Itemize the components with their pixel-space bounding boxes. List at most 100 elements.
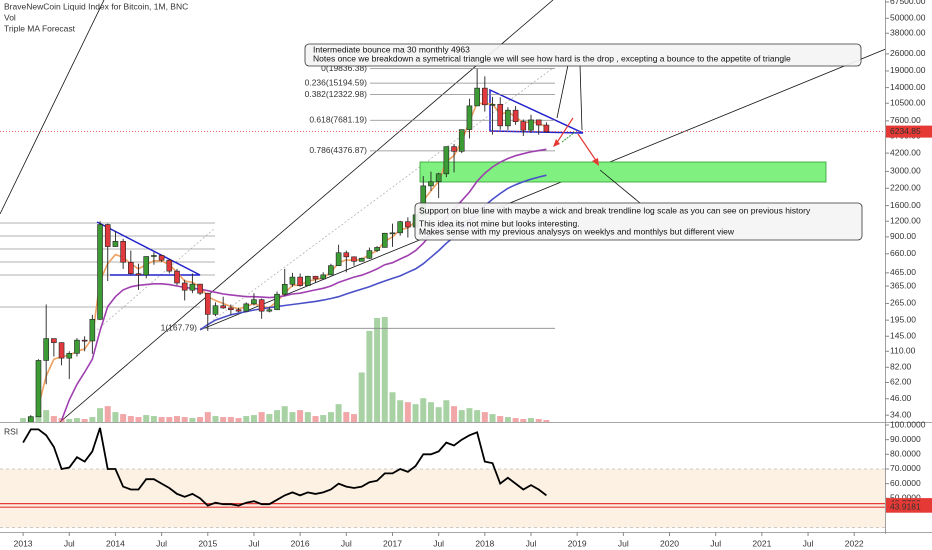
volume-bar	[35, 414, 42, 422]
candle-body	[312, 275, 319, 280]
candle-body	[451, 146, 457, 152]
candle-body	[212, 305, 219, 315]
volume-bar	[104, 406, 111, 422]
volume-bar	[528, 418, 534, 422]
candle-body	[97, 224, 103, 320]
rsi-level-label: 43.9181	[890, 501, 921, 511]
volume-bar	[374, 317, 381, 422]
y-tick-label: 145.00	[890, 331, 916, 341]
candle-body	[374, 247, 380, 251]
y-tick-label: 26000.00	[890, 48, 926, 58]
x-tick-label: Jul	[710, 538, 721, 548]
candle-body	[143, 256, 150, 276]
volume-bar	[497, 416, 504, 422]
note-text: Intermediate bounce ma 30 monthly 4963	[313, 44, 470, 54]
y-tick-label: 900.00	[890, 231, 916, 241]
y-tick-label: 19000.00	[890, 65, 926, 75]
candle-body	[258, 299, 265, 312]
x-tick-label: 2016	[291, 538, 310, 548]
candle-body	[220, 305, 226, 309]
volume-bar	[266, 414, 273, 422]
x-tick-label: Jul	[341, 538, 352, 548]
rsi-tick-label: 90.0000	[890, 434, 921, 444]
candle-body	[381, 232, 388, 248]
note-text: Support on blue line with maybe a wick a…	[419, 205, 811, 215]
volume-bar	[43, 410, 50, 422]
note-text: Makes sense with my previous analysys on…	[419, 226, 735, 236]
volume-bar	[150, 416, 157, 422]
volume-bar	[66, 419, 73, 422]
y-tick-label: 34.00	[890, 409, 912, 419]
rsi-pane	[0, 427, 885, 528]
volume-bar	[435, 407, 442, 422]
volume-label: Vol	[4, 12, 16, 22]
volume-bar	[489, 414, 496, 422]
candle-body	[297, 276, 303, 286]
candle-body	[104, 224, 111, 247]
rsi-level-box	[886, 501, 932, 513]
y-tick-label: 265.00	[890, 298, 916, 308]
x-tick-label: 2019	[568, 538, 587, 548]
rsi-line	[22, 427, 547, 507]
x-tick-label: Jul	[803, 538, 814, 548]
ma-line	[60, 148, 547, 421]
volume-bar	[135, 417, 142, 422]
y-tick-label: 82.00	[890, 362, 912, 372]
volume-bar	[458, 410, 465, 422]
candle-body	[489, 103, 496, 106]
volume-bar	[381, 317, 388, 422]
candle-body	[166, 259, 173, 272]
candle-body	[74, 339, 80, 354]
candle-body	[512, 109, 519, 122]
candle-body	[405, 221, 411, 228]
volume-bar	[474, 410, 481, 422]
price-pane: 0(19836.38) 0.236(15194.59) 0.382(12322.98…	[0, 63, 885, 465]
fib-label: 1(167.79)	[161, 323, 198, 333]
y-tick-label: 2200.00	[890, 183, 921, 193]
volume-bar	[204, 412, 211, 422]
y-tick-label: 7600.00	[890, 115, 921, 125]
y-tick-label: 14000.00	[890, 82, 926, 92]
volume-bar	[112, 412, 119, 422]
candle-body	[21, 444, 26, 465]
candle-body	[458, 129, 465, 152]
y-tick-label: 67500.00	[890, 0, 926, 6]
volume-bar	[174, 416, 180, 422]
x-tick-label: Jul	[618, 538, 629, 548]
candle-body	[174, 270, 180, 284]
y-tick-label: 365.00	[890, 280, 916, 290]
candle-body	[274, 293, 280, 311]
candle-body	[58, 342, 65, 359]
volume-bar	[81, 419, 88, 422]
volume-bar	[466, 408, 473, 422]
volume-bar	[412, 404, 419, 422]
volume-bar	[312, 416, 319, 422]
y-tick-label: 660.00	[890, 248, 916, 258]
candle-body	[43, 338, 49, 361]
volume-bar	[520, 419, 527, 422]
candle-body	[543, 124, 550, 132]
note-box: Support on blue line with maybe a wick a…	[414, 202, 863, 241]
candle-body	[66, 353, 73, 359]
y-tick-label: 62.00	[890, 377, 912, 387]
volume-bar	[258, 412, 265, 422]
x-tick-label: Jul	[526, 538, 537, 548]
y-tick-label: 110.00	[890, 346, 916, 356]
ma-line	[37, 102, 547, 407]
candle-body	[189, 283, 196, 291]
volume-bar	[89, 417, 96, 422]
volume-bar	[535, 419, 542, 422]
volume-bar	[512, 418, 519, 422]
rsi-tick-label: 80.0000	[890, 449, 921, 459]
candle-body	[228, 307, 234, 311]
candle-body	[235, 309, 242, 312]
volume-bar	[397, 400, 404, 422]
volume-bar	[143, 415, 150, 422]
candle-body	[497, 103, 504, 127]
x-tick-label: Jul	[64, 538, 75, 548]
volume-bar	[327, 412, 334, 422]
candle-body	[320, 274, 327, 280]
volume-bar	[227, 417, 234, 422]
chart-title: BraveNewCoin Liquid Index for Bitcoin, 1…	[4, 1, 188, 11]
